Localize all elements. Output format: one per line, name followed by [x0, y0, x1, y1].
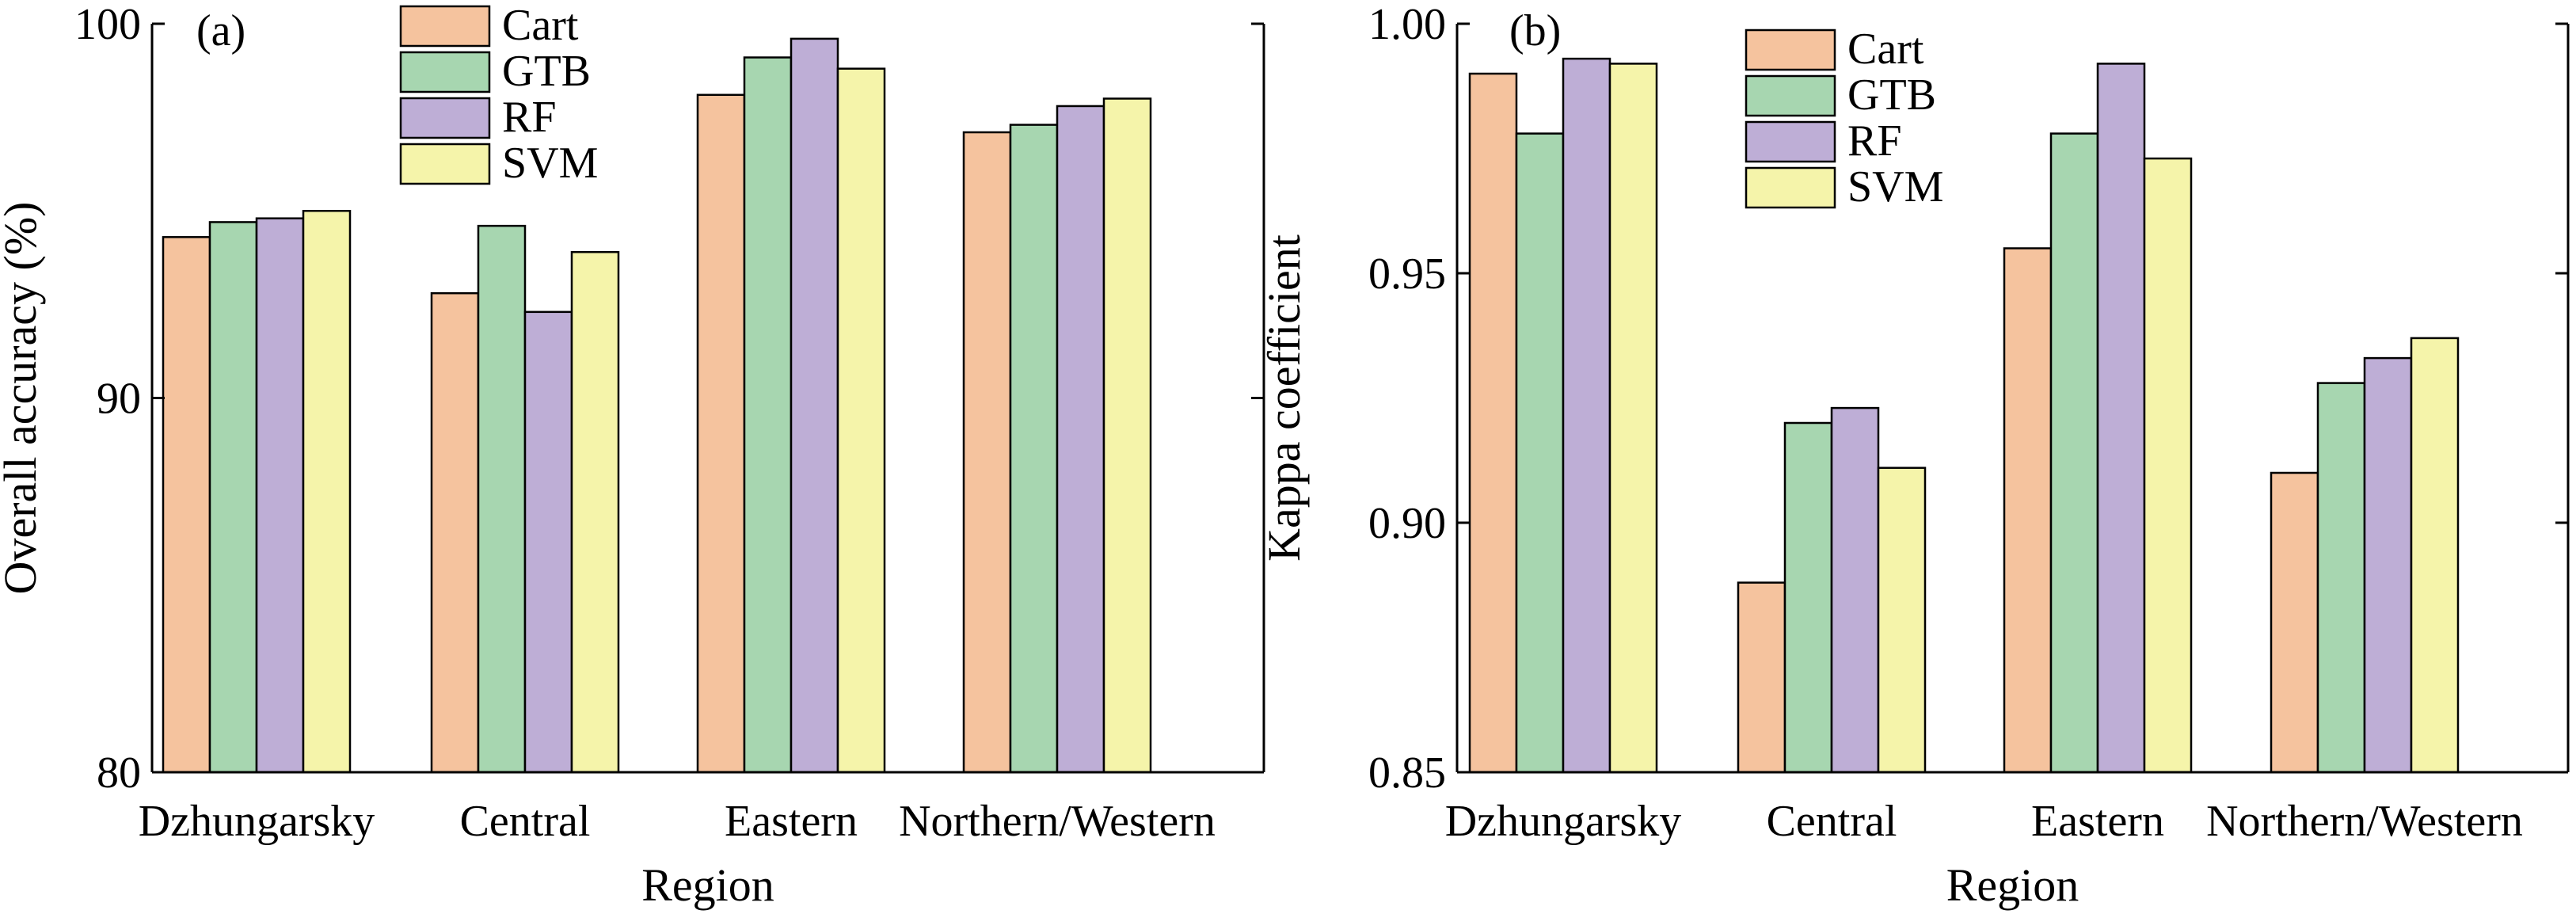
legend-label-gtb: GTB: [502, 47, 591, 96]
x-category-label: Eastern: [725, 797, 858, 846]
bar-rf-eastern: [790, 37, 839, 774]
bar-svm-northern-western: [1102, 97, 1152, 774]
x-category-label: Dzhungarsky: [1445, 797, 1682, 846]
chart-panel-a: 80 90 100 Dzhungarsky Central Eastern Northern…: [0, 0, 1265, 911]
legend-swatch-gtb: [1745, 74, 1836, 117]
legend-swatch-cart: [399, 5, 491, 48]
bar-svm-eastern: [836, 67, 886, 774]
bar-cart-eastern: [2003, 247, 2053, 774]
legend-label-rf: RF: [1847, 116, 1902, 166]
bar-svm-dzhungarsky: [302, 210, 352, 774]
bar-gtb-eastern: [2049, 132, 2099, 774]
y-axis-title: Overall accuracy (%): [0, 202, 46, 595]
legend-swatch-rf: [1745, 120, 1836, 163]
bar-cart-dzhungarsky: [162, 236, 211, 774]
y-axis-title: Kappa coefficient: [1258, 234, 1310, 562]
bar-rf-central: [1830, 406, 1880, 774]
legend-label-rf: RF: [502, 93, 557, 142]
x-category-label: Northern/Western: [899, 797, 1216, 846]
bar-cart-central: [1737, 581, 1786, 774]
bar-cart-eastern: [696, 93, 746, 774]
x-category-label: Central: [460, 797, 591, 846]
y-tick-label: 100: [74, 0, 141, 49]
y-tick-label: 0.95: [1368, 249, 1446, 299]
bar-gtb-dzhungarsky: [1515, 132, 1565, 774]
legend-swatch-cart: [1745, 29, 1836, 71]
bar-cart-central: [430, 291, 480, 774]
panel-label: (a): [196, 6, 245, 55]
x-category-label: Eastern: [2031, 797, 2164, 846]
bar-gtb-central: [477, 224, 527, 774]
x-category-label: Dzhungarsky: [139, 797, 375, 846]
bar-svm-northern-western: [2410, 337, 2460, 774]
bar-cart-northern-western: [2270, 471, 2319, 774]
legend-label-svm: SVM: [1847, 162, 1943, 211]
bar-gtb-central: [1783, 421, 1833, 774]
bar-rf-dzhungarsky: [255, 217, 305, 774]
y-tick-label: 1.00: [1368, 0, 1446, 49]
bar-svm-central: [570, 250, 620, 774]
bar-rf-eastern: [2096, 63, 2146, 774]
legend-label-gtb: GTB: [1847, 70, 1936, 120]
bar-rf-northern-western: [1056, 105, 1105, 774]
panel-label: (b): [1509, 6, 1561, 55]
x-axis-title: Region: [641, 859, 774, 911]
legend-swatch-gtb: [399, 51, 491, 93]
y-tick-label: 90: [97, 375, 141, 424]
y-tick-label: 80: [97, 748, 141, 798]
x-category-label: Central: [1767, 797, 1897, 846]
bar-gtb-northern-western: [2316, 382, 2366, 774]
y-tick-label: 0.90: [1368, 499, 1446, 548]
legend-swatch-svm: [399, 143, 491, 185]
bar-gtb-eastern: [743, 56, 793, 774]
bar-rf-dzhungarsky: [1562, 57, 1611, 774]
bar-gtb-dzhungarsky: [208, 221, 258, 774]
chart-panel-b: 0.85 0.90 0.95 1.00 Dzhungarsky Central Easter…: [1258, 0, 2570, 911]
legend-label-svm: SVM: [502, 139, 598, 188]
legend-label-cart: Cart: [502, 1, 579, 50]
bar-cart-northern-western: [962, 131, 1012, 774]
y-tick-label: 0.85: [1368, 748, 1446, 798]
legend-swatch-svm: [1745, 166, 1836, 209]
bar-cart-dzhungarsky: [1468, 72, 1518, 774]
bar-svm-eastern: [2143, 157, 2193, 774]
bar-rf-central: [523, 310, 573, 774]
bar-gtb-northern-western: [1009, 124, 1059, 774]
x-category-label: Northern/Western: [2206, 797, 2523, 846]
legend-swatch-rf: [399, 97, 491, 139]
legend-label-cart: Cart: [1847, 25, 1924, 74]
bar-svm-central: [1877, 467, 1927, 774]
bar-rf-northern-western: [2363, 356, 2413, 774]
x-axis-title: Region: [1946, 859, 2079, 911]
bar-svm-dzhungarsky: [1608, 63, 1658, 774]
